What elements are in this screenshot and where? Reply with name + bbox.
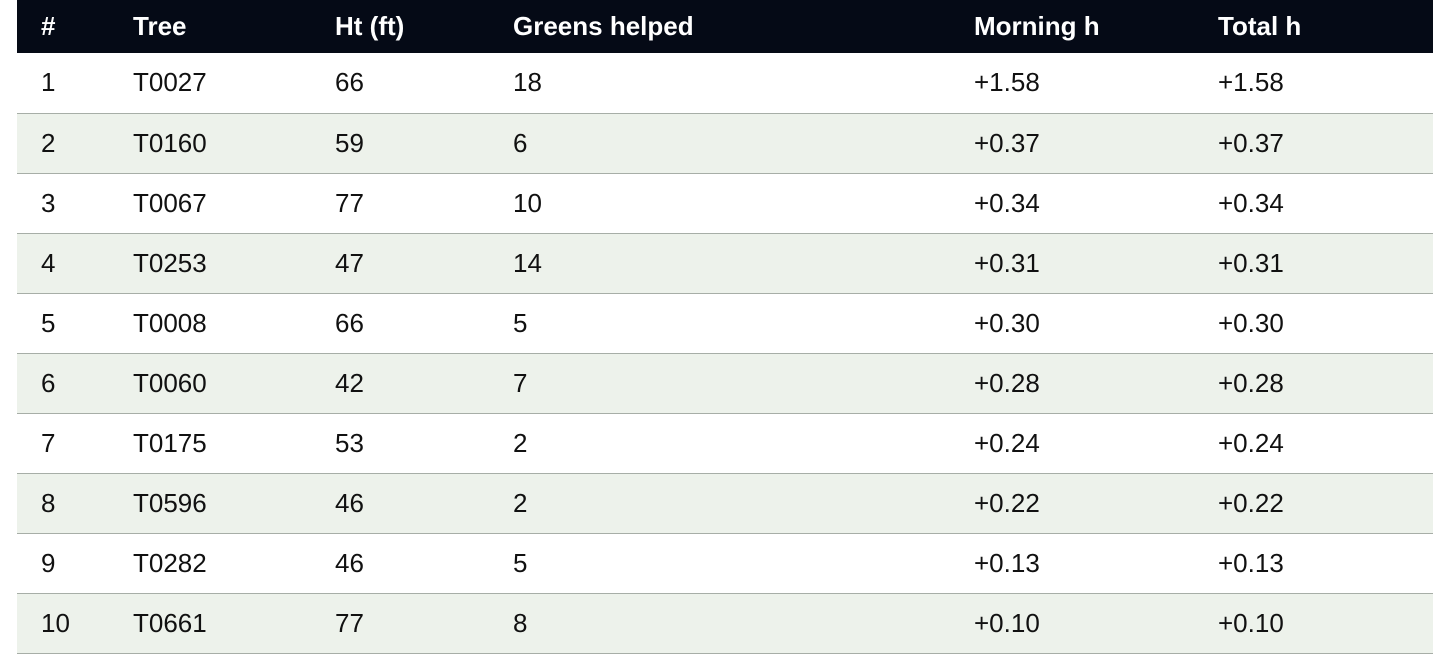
- tree-cell: T0253: [133, 247, 207, 278]
- greens-helped-cell: 5: [513, 547, 528, 578]
- table-row: 5 T0008 66 5 +0.30 +0.30: [17, 293, 1433, 353]
- height-cell: 66: [335, 67, 364, 98]
- morning-h-cell: +0.10: [974, 607, 1040, 638]
- rank-cell: 5: [41, 307, 56, 338]
- table-row: 2 T0160 59 6 +0.37 +0.37: [17, 113, 1433, 173]
- height-cell: 53: [335, 427, 364, 458]
- total-h-cell: +1.58: [1218, 67, 1284, 98]
- tree-cell: T0027: [133, 67, 207, 98]
- tree-cell: T0175: [133, 427, 207, 458]
- rank-cell: 7: [41, 427, 56, 458]
- column-header-greens-helped: Greens helped: [513, 11, 694, 41]
- table-row: 10 T0661 77 8 +0.10 +0.10: [17, 593, 1433, 653]
- height-cell: 77: [335, 607, 364, 638]
- ranking-table-container: # Tree Ht (ft) Greens helped Morning h T…: [17, 0, 1433, 654]
- height-cell: 77: [335, 187, 364, 218]
- total-h-cell: +0.24: [1218, 427, 1284, 458]
- ranking-table: # Tree Ht (ft) Greens helped Morning h T…: [17, 0, 1433, 654]
- total-h-cell: +0.31: [1218, 247, 1284, 278]
- greens-helped-cell: 5: [513, 307, 528, 338]
- height-cell: 42: [335, 367, 364, 398]
- greens-helped-cell: 18: [513, 67, 542, 98]
- height-cell: 46: [335, 547, 364, 578]
- morning-h-cell: +1.58: [974, 67, 1040, 98]
- table-row: 1 T0027 66 18 +1.58 +1.58: [17, 53, 1433, 113]
- morning-h-cell: +0.24: [974, 427, 1040, 458]
- tree-cell: T0160: [133, 127, 207, 158]
- total-h-cell: +0.13: [1218, 547, 1284, 578]
- rank-cell: 6: [41, 367, 56, 398]
- column-header-total-h: Total h: [1218, 11, 1302, 41]
- table-row: 9 T0282 46 5 +0.13 +0.13: [17, 533, 1433, 593]
- greens-helped-cell: 6: [513, 127, 528, 158]
- total-h-cell: +0.28: [1218, 367, 1284, 398]
- total-h-cell: +0.22: [1218, 487, 1284, 518]
- greens-helped-cell: 7: [513, 367, 528, 398]
- height-cell: 47: [335, 247, 364, 278]
- tree-cell: T0661: [133, 607, 207, 638]
- table-header-row: # Tree Ht (ft) Greens helped Morning h T…: [17, 0, 1433, 53]
- table-body: 1 T0027 66 18 +1.58 +1.58 2 T0160 59 6 +0.37 +0.37 3…: [17, 53, 1433, 653]
- morning-h-cell: +0.30: [974, 307, 1040, 338]
- rank-cell: 4: [41, 247, 56, 278]
- tree-cell: T0060: [133, 367, 207, 398]
- greens-helped-cell: 2: [513, 487, 528, 518]
- rank-cell: 3: [41, 187, 56, 218]
- column-header-rank: #: [41, 11, 56, 41]
- height-cell: 46: [335, 487, 364, 518]
- height-cell: 66: [335, 307, 364, 338]
- height-cell: 59: [335, 127, 364, 158]
- tree-cell: T0596: [133, 487, 207, 518]
- tree-cell: T0282: [133, 547, 207, 578]
- column-header-tree: Tree: [133, 11, 187, 41]
- greens-helped-cell: 8: [513, 607, 528, 638]
- morning-h-cell: +0.22: [974, 487, 1040, 518]
- total-h-cell: +0.30: [1218, 307, 1284, 338]
- tree-cell: T0008: [133, 307, 207, 338]
- morning-h-cell: +0.31: [974, 247, 1040, 278]
- rank-cell: 9: [41, 547, 56, 578]
- table-row: 4 T0253 47 14 +0.31 +0.31: [17, 233, 1433, 293]
- greens-helped-cell: 14: [513, 247, 542, 278]
- total-h-cell: +0.37: [1218, 127, 1284, 158]
- tree-cell: T0067: [133, 187, 207, 218]
- column-header-height: Ht (ft): [335, 11, 405, 41]
- morning-h-cell: +0.28: [974, 367, 1040, 398]
- morning-h-cell: +0.37: [974, 127, 1040, 158]
- total-h-cell: +0.34: [1218, 187, 1284, 218]
- rank-cell: 2: [41, 127, 56, 158]
- morning-h-cell: +0.13: [974, 547, 1040, 578]
- table-row: 7 T0175 53 2 +0.24 +0.24: [17, 413, 1433, 473]
- morning-h-cell: +0.34: [974, 187, 1040, 218]
- rank-cell: 1: [41, 67, 56, 98]
- table-row: 6 T0060 42 7 +0.28 +0.28: [17, 353, 1433, 413]
- greens-helped-cell: 10: [513, 187, 542, 218]
- rank-cell: 8: [41, 487, 56, 518]
- total-h-cell: +0.10: [1218, 607, 1284, 638]
- column-header-morning-h: Morning h: [974, 11, 1100, 41]
- greens-helped-cell: 2: [513, 427, 528, 458]
- table-row: 8 T0596 46 2 +0.22 +0.22: [17, 473, 1433, 533]
- table-row: 3 T0067 77 10 +0.34 +0.34: [17, 173, 1433, 233]
- rank-cell: 10: [41, 607, 70, 638]
